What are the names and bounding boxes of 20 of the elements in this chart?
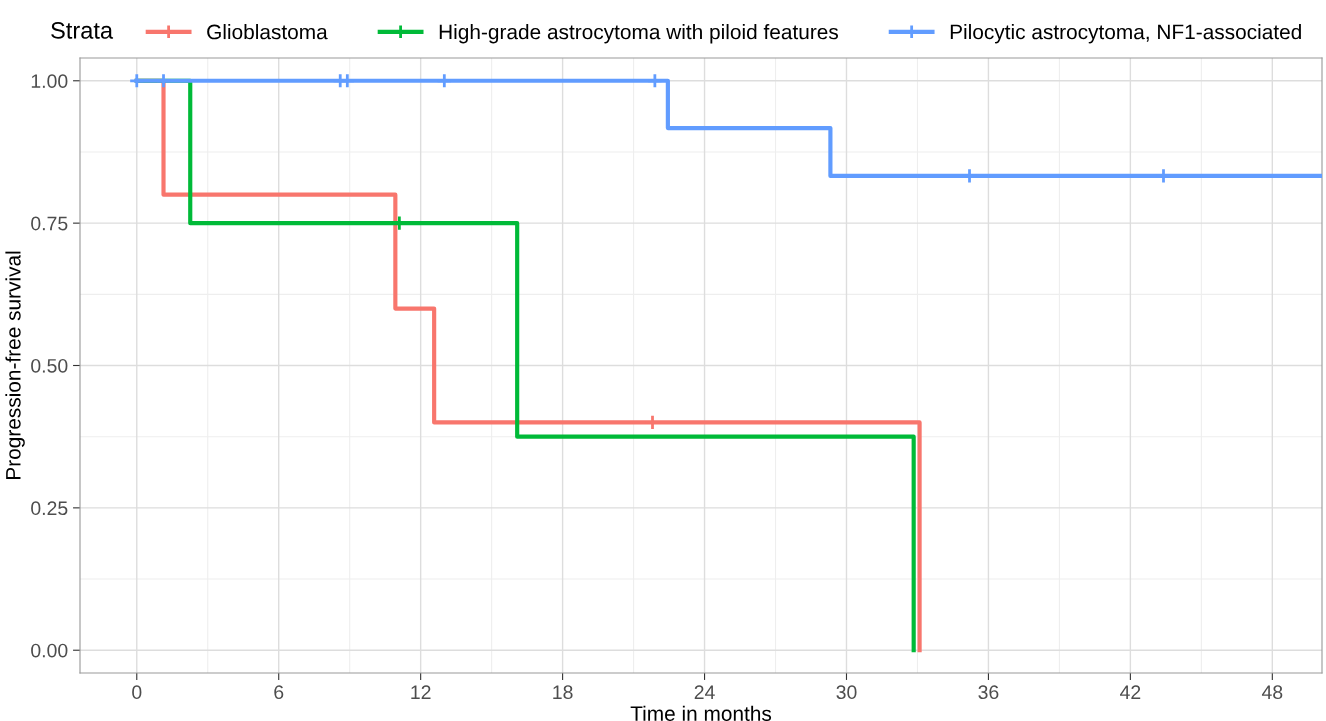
y-tick-label: 0.00 xyxy=(31,643,68,658)
y-tick-label: 0.25 xyxy=(31,501,68,516)
x-tick-label: 18 xyxy=(553,685,573,700)
x-tick-label: 36 xyxy=(978,685,999,700)
legend-label: High-grade astrocytoma with piloid features xyxy=(439,24,838,44)
x-tick-label: 42 xyxy=(1120,685,1141,699)
x-tick-label: 48 xyxy=(1261,685,1283,700)
legend-label: Glioblastoma xyxy=(207,24,328,40)
x-tick-label: 30 xyxy=(836,685,857,700)
x-tick-label: 12 xyxy=(411,685,431,699)
y-tick-label: 1.00 xyxy=(31,74,68,89)
y-tick-label: 0.50 xyxy=(31,358,68,373)
legend-title: Strata xyxy=(51,22,114,39)
x-tick-label: 24 xyxy=(694,685,715,699)
x-tick-label: 0 xyxy=(132,685,142,700)
legend-label: Pilocytic astrocytoma, NF1-associated xyxy=(950,24,1301,44)
x-axis-title: Time in months xyxy=(630,705,772,721)
y-tick-label: 0.75 xyxy=(31,216,68,231)
y-axis-title: Progression-free survival xyxy=(5,251,25,479)
x-tick-label: 6 xyxy=(274,685,284,700)
